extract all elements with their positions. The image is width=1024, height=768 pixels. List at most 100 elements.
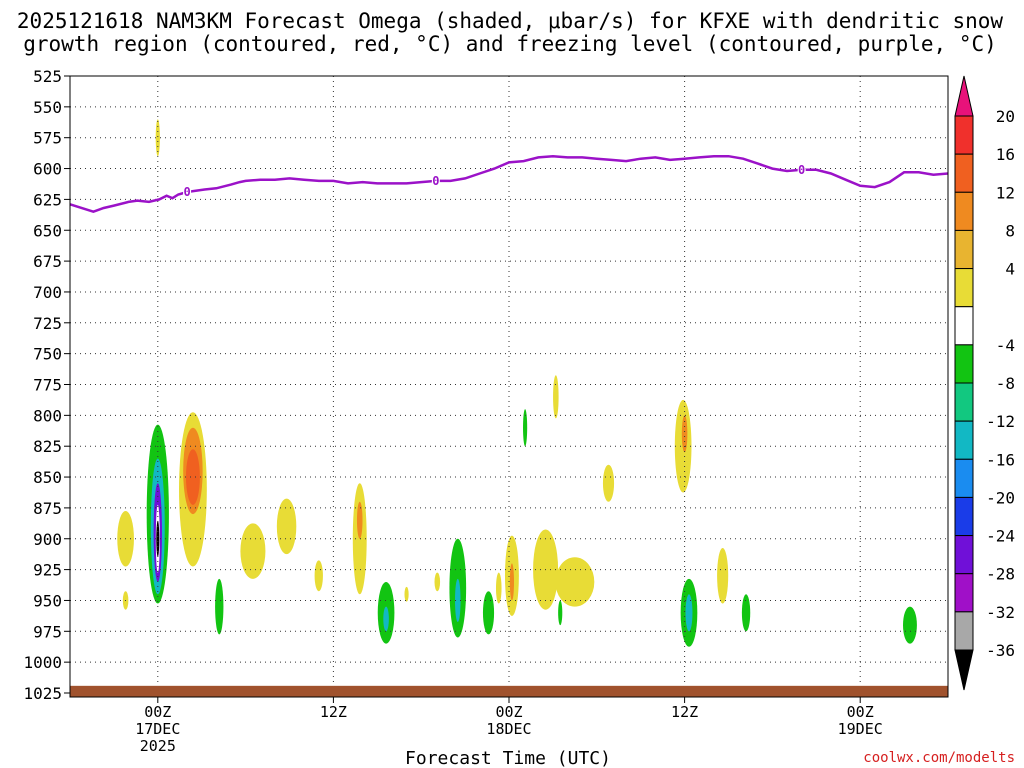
y-tick-label: 650 (33, 221, 62, 240)
omega-cell (185, 449, 200, 505)
colorbar-label: -32 (986, 603, 1015, 622)
colorbar-label: -36 (986, 641, 1015, 660)
freezing-level-contour: 0 0 0 (69, 154, 949, 214)
y-tick-label: 800 (33, 406, 62, 425)
omega-cell (685, 594, 693, 632)
omega-cell (523, 409, 528, 447)
colorbar-label: 4 (1005, 260, 1015, 279)
x-tick-label: 19DEC (838, 720, 883, 738)
y-tick-label: 675 (33, 252, 62, 271)
freezing-level-label: 0 (432, 174, 439, 188)
y-tick-label: 1025 (23, 684, 62, 703)
colorbar-label: -28 (986, 565, 1015, 584)
x-tick-label: 00Z (847, 703, 874, 721)
y-tick-label: 975 (33, 622, 62, 641)
omega-cell (509, 563, 515, 601)
omega-cell (383, 606, 389, 632)
colorbar-top-arrow (954, 75, 974, 117)
omega-cell (434, 572, 441, 592)
colorbar-segment (954, 115, 974, 155)
omega-cell (314, 560, 323, 592)
colorbar-segment (954, 229, 974, 270)
x-tick-label: 00Z (144, 703, 171, 721)
y-tick-label: 1000 (23, 653, 62, 672)
x-tick-label: 00Z (495, 703, 522, 721)
ground-surface (70, 685, 948, 697)
freezing-level-label: 0 (798, 163, 805, 177)
y-tick-label: 900 (33, 530, 62, 549)
y-tick-label: 725 (33, 314, 62, 333)
colorbar-label: 20 (996, 107, 1015, 126)
colorbar-label: -16 (986, 450, 1015, 469)
x-tick-label: 12Z (671, 703, 698, 721)
colorbar: 20 16 12 8 4 -4 -8 -12 -16 -20 -24 -28 -32 -36 (954, 75, 1015, 691)
omega-cell (404, 586, 409, 602)
y-tick-label: 875 (33, 499, 62, 518)
chart-title-line1: 2025121618 NAM3KM Forecast Omega (shaded… (17, 9, 1004, 33)
omega-cell (558, 600, 563, 626)
colorbar-segment (954, 268, 974, 308)
omega-cell (356, 501, 363, 539)
omega-cell (455, 578, 461, 623)
colorbar-segment (954, 191, 974, 231)
omega-cell (482, 591, 495, 635)
x-tick-label: 17DEC (135, 720, 180, 738)
x-axis-label: Forecast Time (UTC) (405, 748, 611, 768)
y-tick-label: 925 (33, 561, 62, 580)
x-tick-label: 18DEC (486, 720, 531, 738)
y-tick-label: 575 (33, 129, 62, 148)
colorbar-label: 12 (996, 183, 1015, 202)
omega-cell (553, 375, 559, 419)
omega-shading (117, 119, 917, 647)
omega-cell (495, 572, 502, 604)
colorbar-label: 16 (996, 145, 1015, 164)
omega-cell (155, 119, 160, 157)
y-tick-label: 550 (33, 98, 62, 117)
colorbar-segment (954, 535, 974, 575)
colorbar-segment (954, 458, 974, 498)
omega-core (156, 520, 160, 557)
colorbar-label: -24 (986, 527, 1015, 546)
omega-cell (240, 523, 266, 579)
y-tick-label: 525 (33, 67, 62, 86)
y-tick-label: 600 (33, 160, 62, 179)
freezing-label-bg (431, 173, 440, 186)
colorbar-label: -8 (996, 374, 1015, 393)
y-tick-label: 700 (33, 283, 62, 302)
x-tick-label: 12Z (320, 703, 347, 721)
omega-cell (903, 606, 917, 644)
x-tick-label: 2025 (140, 737, 176, 755)
colorbar-segment (954, 344, 974, 384)
chart-title-line2: growth region (contoured, red, °C) and f… (23, 32, 997, 56)
y-tick-label: 825 (33, 437, 62, 456)
colorbar-label: 8 (1005, 221, 1015, 240)
colorbar-label: -20 (986, 488, 1015, 507)
freezing-label-bg (797, 162, 806, 175)
freezing-level-label: 0 (183, 185, 190, 199)
y-axis-ticks: 525 550 575 600 625 650 675 700 725 750 775 800 825 8… (23, 67, 70, 703)
omega-cell (602, 464, 615, 502)
freezing-label-bg (183, 184, 192, 197)
colorbar-label: -12 (986, 412, 1015, 431)
colorbar-segment (954, 382, 974, 422)
colorbar-segment (954, 153, 974, 193)
plot-area: 0 0 0 (69, 75, 949, 698)
gridlines (70, 75, 948, 697)
y-tick-label: 850 (33, 468, 62, 487)
omega-cell (352, 483, 367, 595)
y-tick-label: 950 (33, 591, 62, 610)
y-tick-label: 625 (33, 190, 62, 209)
omega-cell (717, 548, 729, 604)
colorbar-segment (954, 420, 974, 460)
colorbar-segment (954, 496, 974, 537)
colorbar-segment (954, 611, 974, 651)
omega-cell (215, 578, 224, 635)
credit-text: coolwx.com/modelts (863, 750, 1015, 766)
omega-cell (681, 415, 688, 453)
y-tick-label: 775 (33, 376, 62, 395)
y-tick-label: 750 (33, 345, 62, 364)
omega-cell (741, 594, 751, 632)
omega-cell (276, 498, 297, 555)
colorbar-segment (954, 573, 974, 613)
